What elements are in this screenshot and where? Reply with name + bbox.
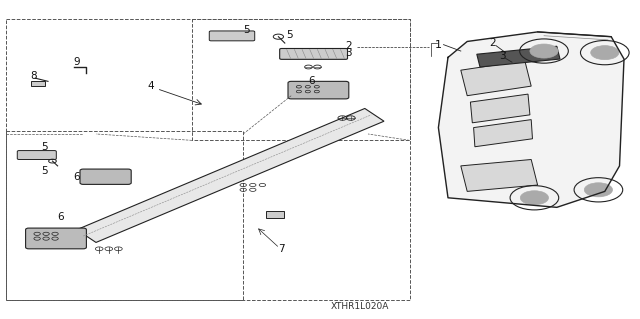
Text: 3: 3 bbox=[346, 48, 352, 58]
Polygon shape bbox=[470, 94, 530, 123]
FancyBboxPatch shape bbox=[80, 169, 131, 184]
Circle shape bbox=[584, 183, 612, 197]
Bar bbox=[31, 81, 45, 86]
Text: 4: 4 bbox=[147, 81, 154, 91]
Bar bbox=[6, 19, 410, 300]
FancyBboxPatch shape bbox=[280, 48, 348, 59]
Text: 5: 5 bbox=[42, 166, 48, 176]
Text: 6: 6 bbox=[74, 172, 80, 182]
Polygon shape bbox=[461, 160, 538, 191]
Polygon shape bbox=[77, 108, 384, 242]
Circle shape bbox=[591, 46, 619, 60]
Circle shape bbox=[530, 44, 558, 58]
Text: XTHR1L020A: XTHR1L020A bbox=[330, 302, 389, 311]
Text: 6: 6 bbox=[308, 76, 315, 86]
FancyBboxPatch shape bbox=[288, 81, 349, 99]
Text: 1: 1 bbox=[435, 40, 442, 50]
FancyBboxPatch shape bbox=[26, 228, 86, 249]
FancyBboxPatch shape bbox=[209, 31, 255, 41]
Polygon shape bbox=[474, 120, 532, 147]
Text: 6: 6 bbox=[58, 212, 64, 222]
Text: 3: 3 bbox=[499, 51, 506, 61]
Polygon shape bbox=[461, 61, 531, 96]
Bar bbox=[6, 131, 243, 300]
Text: 2: 2 bbox=[346, 41, 352, 51]
Polygon shape bbox=[477, 46, 560, 67]
Bar bbox=[266, 211, 284, 218]
Text: 7: 7 bbox=[278, 244, 285, 254]
Text: 2: 2 bbox=[490, 38, 496, 48]
Text: 5: 5 bbox=[286, 30, 292, 40]
FancyBboxPatch shape bbox=[17, 151, 56, 160]
Polygon shape bbox=[438, 32, 624, 207]
Text: 8: 8 bbox=[31, 71, 37, 81]
Bar bbox=[192, 19, 410, 140]
Text: 5: 5 bbox=[42, 142, 48, 152]
Text: 5: 5 bbox=[243, 25, 250, 35]
Circle shape bbox=[520, 191, 548, 205]
Text: 9: 9 bbox=[74, 57, 80, 67]
